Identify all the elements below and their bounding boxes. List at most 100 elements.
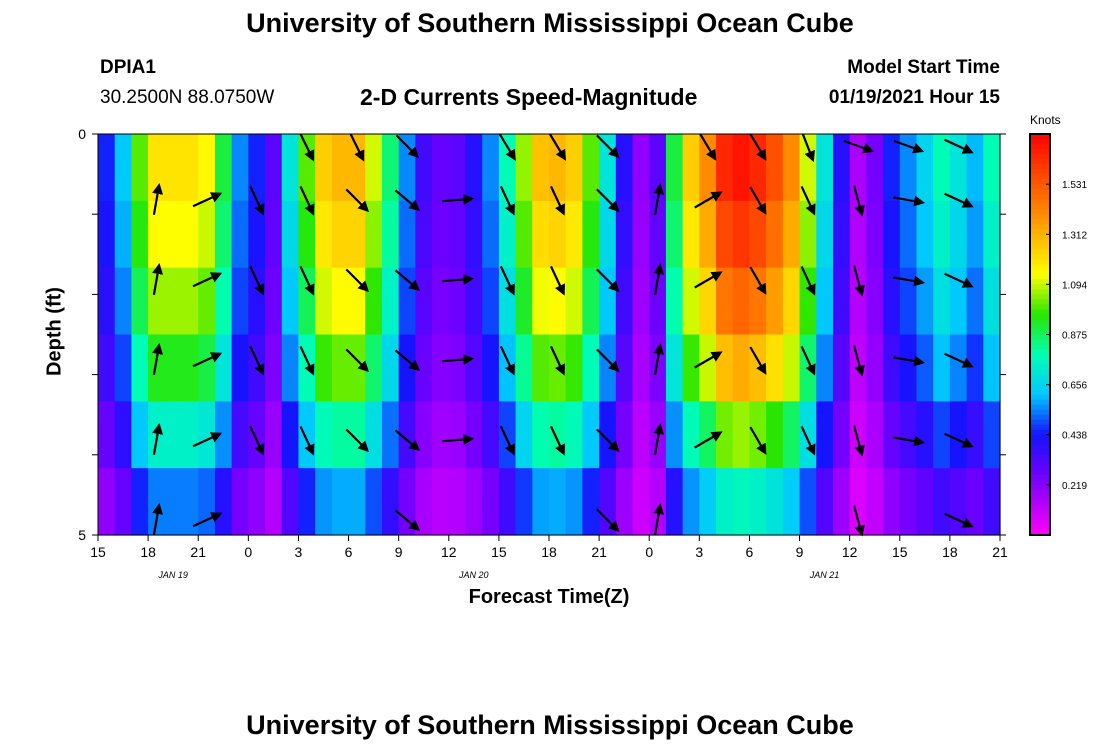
colorbar-segment — [1030, 264, 1050, 270]
heatmap-cell — [515, 401, 533, 469]
heatmap-cell — [465, 267, 483, 336]
heatmap-cell — [782, 468, 801, 536]
heatmap-cell — [214, 200, 233, 269]
heatmap-cell — [832, 401, 851, 469]
heatmap-cell — [281, 468, 300, 536]
heatmap-cell — [665, 401, 684, 469]
heatmap-cell — [482, 267, 500, 336]
heatmap-cell — [799, 200, 817, 269]
colorbar-segment — [1030, 244, 1050, 250]
colorbar-segment — [1030, 304, 1050, 311]
heatmap-cell — [231, 267, 249, 336]
heatmap-cell — [916, 134, 934, 202]
colorbar-segment — [1030, 334, 1050, 341]
heatmap-cell — [933, 200, 951, 269]
heatmap-cell — [916, 267, 934, 336]
heatmap-cell — [582, 134, 600, 202]
heatmap-cell — [899, 334, 918, 402]
colorbar-segment — [1030, 399, 1050, 406]
heatmap-cell — [582, 468, 600, 536]
heatmap-cell — [114, 267, 132, 336]
current-vector-arrow — [944, 272, 974, 288]
current-vector-arrow — [596, 268, 620, 293]
heatmap-cell — [148, 267, 166, 336]
heatmap-cell — [181, 468, 199, 536]
heatmap-cell — [515, 468, 533, 536]
current-vector-arrow — [550, 185, 565, 216]
current-vector-arrow — [800, 265, 816, 296]
colorbar-segment — [1030, 529, 1050, 536]
heatmap-cell — [599, 468, 617, 536]
colorbar-segment — [1030, 349, 1050, 356]
heatmap-cell — [732, 267, 751, 336]
heatmap-cell — [181, 267, 199, 336]
heatmap-cell — [131, 200, 149, 269]
x-tick-label: 3 — [695, 544, 703, 560]
heatmap-cell — [782, 200, 801, 269]
colorbar-segment — [1030, 509, 1050, 516]
colorbar-segment — [1030, 469, 1050, 476]
colorbar-tick-label: 0.875 — [1062, 331, 1087, 342]
current-vector-arrow — [800, 425, 816, 456]
current-vector-arrow — [550, 425, 565, 456]
colorbar-segment — [1030, 409, 1050, 416]
heatmap-cell — [448, 267, 467, 336]
colorbar-segment — [1030, 404, 1050, 411]
current-vector-arrow — [893, 195, 926, 207]
heatmap-cell — [849, 468, 867, 536]
current-vector-arrow — [596, 134, 620, 159]
colorbar-segment — [1030, 364, 1050, 371]
heatmap-cell — [665, 468, 684, 536]
colorbar-segment — [1030, 434, 1050, 441]
x-tick-label: 12 — [842, 544, 858, 560]
heatmap-cell — [532, 468, 550, 536]
colorbar-segment — [1030, 459, 1050, 466]
current-vector-arrow — [499, 425, 515, 456]
colorbar-segment — [1030, 249, 1050, 255]
colorbar-segment — [1030, 319, 1050, 326]
heatmap-cell — [164, 334, 183, 402]
heatmap-cell — [665, 134, 684, 202]
heatmap-cell — [632, 468, 650, 536]
colorbar-tick-label: 1.312 — [1062, 230, 1087, 241]
heatmap-cell — [298, 334, 316, 402]
heatmap-cell — [131, 401, 149, 469]
heatmap-cell — [565, 200, 583, 269]
model-start-value: 01/19/2021 Hour 15 — [828, 87, 1000, 108]
heatmap-cell — [348, 134, 366, 202]
x-tick-label: 15 — [892, 544, 908, 560]
heatmap-cell — [766, 334, 784, 402]
heatmap-cell — [716, 200, 734, 269]
colorbar-segment — [1030, 394, 1050, 401]
heatmap-cell — [214, 468, 233, 536]
current-vector-arrow — [944, 432, 974, 448]
heatmap-cell — [131, 468, 149, 536]
x-tick-label: 6 — [345, 544, 353, 560]
current-vector-arrow — [394, 509, 421, 532]
heatmap-cell — [265, 401, 283, 469]
colorbar-segment — [1030, 424, 1050, 431]
colorbar-segment — [1030, 324, 1050, 331]
current-vector-arrow — [944, 352, 974, 368]
colorbar-segment — [1030, 144, 1050, 150]
heatmap-cell — [632, 401, 650, 469]
heatmap-cell — [832, 200, 851, 269]
heatmap-cell — [832, 267, 851, 336]
heatmap-cell — [866, 401, 884, 469]
colorbar-segment — [1030, 149, 1050, 155]
heatmap-cell — [682, 267, 700, 336]
heatmap-cell — [331, 401, 350, 469]
date-label: JAN 19 — [157, 570, 188, 580]
current-vector-arrow — [893, 139, 925, 154]
heatmap-cell — [665, 267, 684, 336]
heatmap-cell — [315, 468, 333, 536]
heatmap-cell — [632, 267, 650, 336]
heatmap-cell — [114, 134, 132, 202]
heatmap-cell — [582, 267, 600, 336]
heatmap-cell — [432, 468, 450, 536]
heatmap-cell — [315, 200, 333, 269]
current-vector-arrow — [653, 503, 665, 535]
heatmap-cell — [599, 334, 617, 402]
heatmap-cell — [899, 468, 918, 536]
heatmap-cell — [665, 334, 684, 402]
